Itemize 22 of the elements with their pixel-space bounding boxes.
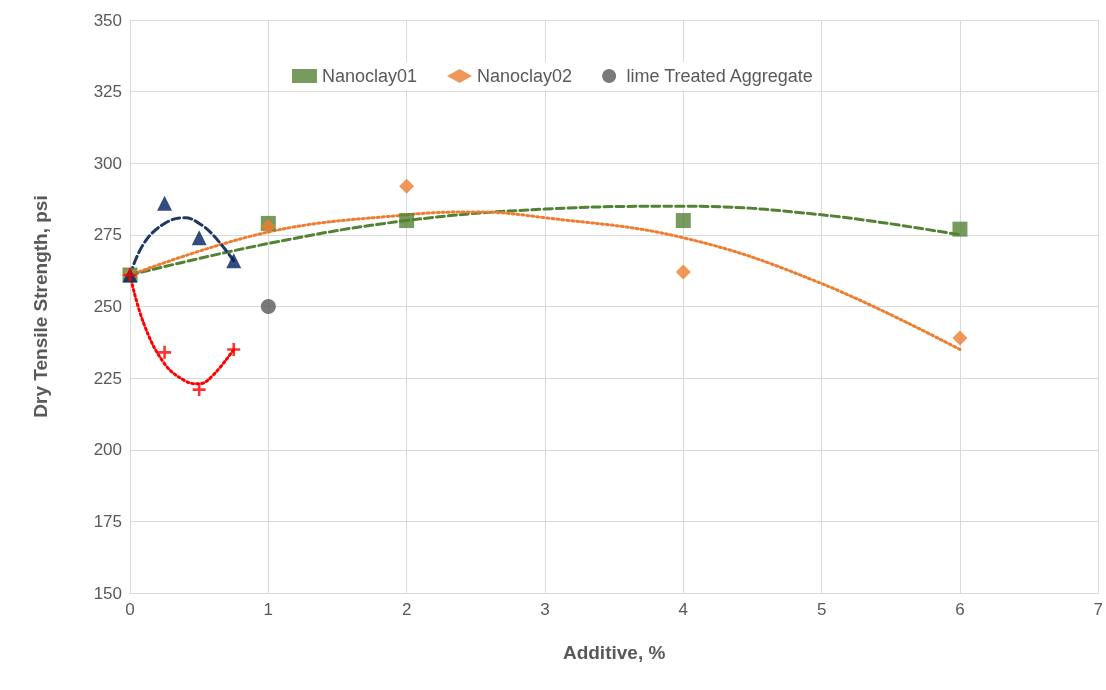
y-tick-label: 200 [93,440,122,460]
x-tick-label: 2 [401,600,412,619]
x-tick-label: 1 [263,600,274,619]
y-tick-label: 300 [93,153,122,173]
legend-label: Nanoclay02 [477,66,573,86]
legend-label: Nanoclay01 [321,66,418,86]
x-tick-label: 6 [955,600,965,619]
x-tick-label: 7 [1093,600,1104,619]
y-axis-title: Dry Tensile Strength, psi [30,195,51,418]
y-tick-label: 225 [93,368,122,388]
y-tick-label: 275 [93,225,122,245]
x-tick-label: 5 [816,600,827,619]
x-axis-title: Additive, % [562,642,666,663]
y-tick-label: 175 [93,511,122,531]
x-tick-label: 4 [678,600,689,619]
y-tick-label: 350 [93,10,122,30]
x-tick-label: 0 [125,600,135,619]
y-tick-label: 325 [93,82,122,102]
y-tick-label: 150 [93,583,122,603]
y-tick-label: 250 [93,297,122,316]
x-tick-label: 3 [540,600,550,619]
legend-label: lime Treated Aggregate [626,66,813,86]
